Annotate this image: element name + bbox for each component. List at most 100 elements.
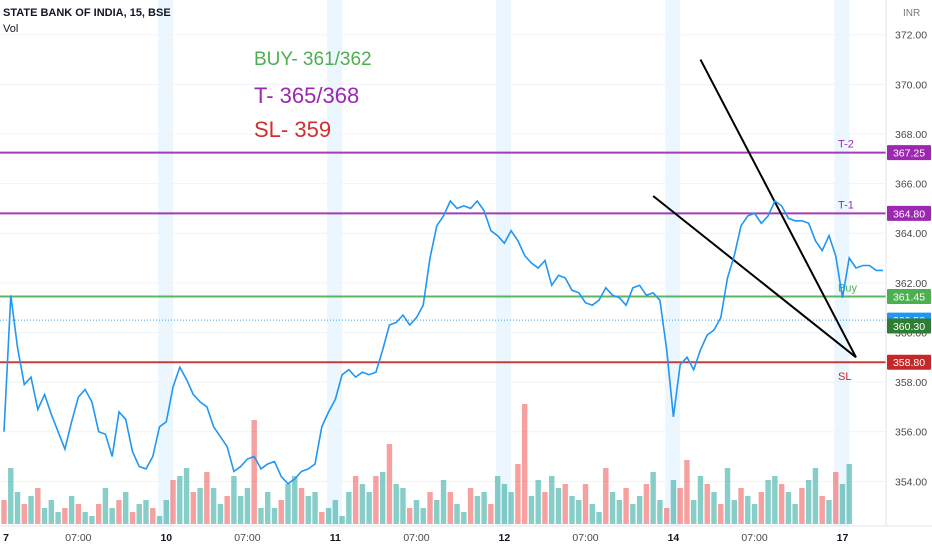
volume-bar-119 bbox=[805, 480, 812, 524]
volume-bar-45 bbox=[305, 496, 311, 524]
trend-lines[interactable] bbox=[652, 59, 857, 359]
target-annotation: T- 365/368 bbox=[254, 83, 359, 108]
volume-bar-121 bbox=[819, 496, 825, 524]
volume-bar-72 bbox=[488, 504, 494, 524]
volume-bar-81 bbox=[549, 476, 555, 524]
price-badge-text: 361.45 bbox=[893, 291, 925, 303]
price-tick-5: 364.00 bbox=[895, 228, 927, 240]
volume-bar-10 bbox=[68, 496, 75, 524]
volume-bar-52 bbox=[352, 476, 359, 524]
volume-bar-73 bbox=[494, 476, 501, 524]
volume-bar-66 bbox=[447, 492, 453, 524]
volume-bar-63 bbox=[427, 492, 433, 524]
time-tick-1: 07:00 bbox=[65, 532, 91, 544]
session-highlights bbox=[158, 0, 850, 526]
volume-bar-17 bbox=[116, 500, 122, 524]
price-badge-text: 364.80 bbox=[893, 208, 925, 220]
volume-bar-92 bbox=[623, 488, 629, 524]
volume-bar-76 bbox=[515, 464, 521, 524]
session-band-4 bbox=[665, 0, 681, 526]
volume-bar-25 bbox=[170, 480, 176, 524]
volume-bar-89 bbox=[603, 468, 609, 524]
volume-bar-33 bbox=[224, 496, 230, 524]
trend-line-1 bbox=[652, 195, 857, 359]
volume-bar-106 bbox=[718, 504, 724, 524]
volume-bar-12 bbox=[82, 512, 88, 524]
price-badge-target bbox=[887, 205, 931, 221]
volume-bar-91 bbox=[616, 500, 623, 524]
volume-bar-83 bbox=[562, 484, 568, 524]
volume-bar-0 bbox=[1, 500, 7, 524]
volume-bar-43 bbox=[292, 476, 298, 524]
price-line bbox=[3, 199, 883, 485]
volume-bar-31 bbox=[210, 488, 217, 524]
volume-bar-108 bbox=[731, 500, 737, 524]
buy-annotation: BUY- 361/362 bbox=[254, 49, 372, 70]
volume-bar-67 bbox=[454, 504, 460, 524]
volume-bar-22 bbox=[150, 508, 156, 524]
volume-bar-35 bbox=[237, 496, 244, 524]
volume-bar-71 bbox=[481, 492, 487, 524]
volume-bar-14 bbox=[95, 504, 102, 524]
time-tick-5: 07:00 bbox=[403, 532, 429, 544]
currency-label: INR bbox=[903, 8, 920, 19]
volume-bar-68 bbox=[461, 512, 467, 524]
price-badge-text: 360.30 bbox=[893, 321, 925, 333]
volume-bar-1 bbox=[8, 468, 14, 524]
time-axis[interactable]: 7 07:00 10 07:00 11 07:00 12 07:00 14 07:00 17 bbox=[3, 532, 848, 544]
price-badge-text: 358.80 bbox=[893, 357, 925, 369]
price-badge-target bbox=[887, 145, 931, 161]
volume-bar-86 bbox=[582, 484, 589, 524]
volume-bar-18 bbox=[123, 492, 129, 524]
volume-bar-9 bbox=[62, 508, 68, 524]
price-tick-1: 356.00 bbox=[895, 427, 927, 439]
volume-bar-59 bbox=[400, 488, 406, 524]
session-band-5 bbox=[834, 0, 850, 526]
volume-bar-78 bbox=[528, 496, 535, 524]
session-band-1 bbox=[158, 0, 174, 526]
volume-bar-75 bbox=[508, 492, 514, 524]
volume-label: Vol bbox=[3, 23, 18, 35]
price-tick-7: 368.00 bbox=[895, 129, 927, 141]
trend-line-0 bbox=[699, 59, 857, 358]
volume-bar-27 bbox=[183, 468, 190, 524]
volume-bar-24 bbox=[163, 500, 169, 524]
price-tick-9: 372.00 bbox=[895, 30, 927, 42]
volume-bar-107 bbox=[724, 468, 731, 524]
volume-bar-47 bbox=[319, 512, 325, 524]
time-tick-7: 07:00 bbox=[572, 532, 598, 544]
time-tick-8: 14 bbox=[668, 532, 680, 544]
level-label-sl: SL bbox=[838, 371, 851, 383]
price-badge-text: 367.25 bbox=[893, 148, 925, 160]
volume-bar-15 bbox=[102, 488, 109, 524]
price-badge-sl bbox=[887, 354, 931, 370]
price-tick-0: 354.00 bbox=[895, 476, 927, 488]
volume-bar-37 bbox=[251, 420, 257, 524]
volume-bar-125 bbox=[846, 464, 852, 524]
volume-bar-40 bbox=[271, 508, 278, 524]
volume-bar-42 bbox=[285, 484, 291, 524]
volume-bar-64 bbox=[434, 500, 440, 524]
volume-bar-88 bbox=[596, 512, 602, 524]
volume-bar-8 bbox=[55, 512, 61, 524]
volume-bar-38 bbox=[258, 508, 264, 524]
volume-bar-20 bbox=[136, 504, 142, 524]
volume-bar-113 bbox=[765, 480, 771, 524]
volume-bar-104 bbox=[704, 484, 710, 524]
volume-bar-3 bbox=[21, 504, 27, 524]
volume-bar-13 bbox=[89, 516, 95, 524]
volume-bar-19 bbox=[129, 512, 136, 524]
volume-bar-28 bbox=[190, 492, 197, 524]
price-axis[interactable]: 354.00356.00358.00360.00362.00364.00366.… bbox=[895, 30, 927, 489]
volume-bar-51 bbox=[346, 492, 352, 524]
volume-bar-114 bbox=[772, 476, 778, 524]
price-tick-6: 366.00 bbox=[895, 179, 927, 191]
volume-bar-122 bbox=[826, 500, 832, 524]
volume-bar-109 bbox=[738, 488, 744, 524]
volume-bar-2 bbox=[14, 492, 21, 524]
volume-bar-6 bbox=[41, 508, 48, 524]
price-tick-2: 358.00 bbox=[895, 377, 927, 389]
time-tick-3: 07:00 bbox=[234, 532, 260, 544]
volume-bar-94 bbox=[636, 496, 643, 524]
